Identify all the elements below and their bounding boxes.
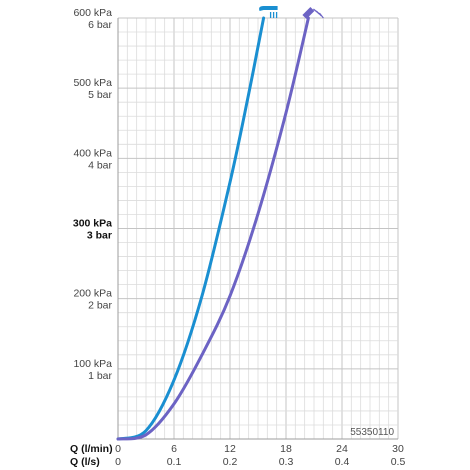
chart-series-layer bbox=[116, 16, 310, 441]
x-tick-label: 0.1 bbox=[167, 456, 182, 468]
y-tick-label-bar: 6 bar bbox=[88, 19, 112, 31]
x-tick-label: 0.4 bbox=[335, 456, 350, 468]
y-tick-label-kpa: 500 kPa bbox=[73, 77, 112, 89]
rain-spray-shower-icon bbox=[259, 6, 278, 18]
x-tick-label: 24 bbox=[336, 443, 348, 455]
series-line-1 bbox=[116, 16, 266, 441]
x-axis-labels: Q (l/min) 0 6 12 18 24 30 Q (l/s) 0 0.1 0.2 0.3 0.4 0… bbox=[70, 443, 405, 468]
x-tick-label: 12 bbox=[224, 443, 236, 455]
series-line-2 bbox=[116, 16, 310, 441]
x-tick-label: 0 bbox=[115, 456, 121, 468]
chart-icon-layer bbox=[259, 6, 324, 19]
y-tick-label-bar: 1 bar bbox=[88, 370, 112, 382]
y-tick-label-bar: 4 bar bbox=[88, 159, 112, 171]
chart-grid bbox=[117, 17, 399, 440]
y-tick-label-bar: 5 bar bbox=[88, 89, 112, 101]
y-tick-label-kpa: 400 kPa bbox=[73, 147, 112, 159]
y-tick-label-kpa: 600 kPa bbox=[73, 7, 112, 19]
x-tick-label: 30 bbox=[392, 443, 404, 455]
x-tick-label: 0 bbox=[115, 443, 121, 455]
x-tick-label: 0.2 bbox=[223, 456, 238, 468]
x-axis-title: Q (l/s) bbox=[70, 456, 100, 468]
y-tick-label-kpa: 300 kPa bbox=[73, 218, 112, 230]
massage-spray-shower-icon bbox=[302, 7, 324, 19]
x-axis-title: Q (l/min) bbox=[70, 443, 113, 455]
product-code-label: 55350110 bbox=[350, 427, 394, 438]
y-tick-label-bar: 3 bar bbox=[87, 230, 112, 242]
y-tick-label-bar: 2 bar bbox=[88, 300, 112, 312]
x-tick-label: 6 bbox=[171, 443, 177, 455]
y-tick-label-kpa: 200 kPa bbox=[73, 288, 112, 300]
x-tick-label: 0.5 bbox=[391, 456, 406, 468]
x-tick-label: 18 bbox=[280, 443, 292, 455]
x-tick-label: 0.3 bbox=[279, 456, 294, 468]
y-tick-label-kpa: 100 kPa bbox=[73, 358, 112, 370]
